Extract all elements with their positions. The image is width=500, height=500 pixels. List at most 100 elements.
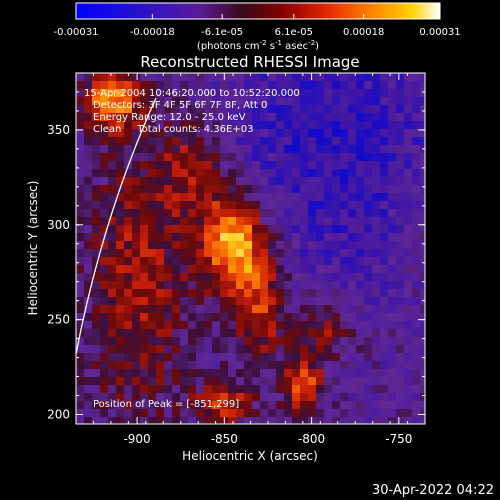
heatmap-cell (180, 401, 189, 410)
heatmap-cell (84, 73, 93, 82)
heatmap-cell (220, 217, 229, 226)
heatmap-cell (140, 337, 149, 346)
heatmap-cell (324, 417, 333, 424)
heatmap-cell (180, 161, 189, 170)
heatmap-cell (116, 121, 125, 130)
heatmap-cell (292, 305, 301, 314)
heatmap-cell (100, 177, 109, 186)
heatmap-cell (316, 401, 325, 410)
heatmap-cell (260, 337, 269, 346)
heatmap-cell (348, 185, 357, 194)
heatmap-cell (204, 105, 213, 114)
heatmap-cell (100, 185, 109, 194)
heatmap-cell (76, 257, 85, 266)
heatmap-cell (180, 121, 189, 130)
heatmap-cell (268, 89, 277, 98)
heatmap-cell (316, 217, 325, 226)
heatmap-cell (188, 249, 197, 258)
heatmap-cell (276, 81, 285, 90)
heatmap-cell (316, 193, 325, 202)
heatmap-cell (124, 385, 133, 394)
heatmap-cell (108, 201, 117, 210)
heatmap-cell (228, 185, 237, 194)
heatmap-cell (380, 305, 389, 314)
heatmap-cell (212, 161, 221, 170)
heatmap-cell (156, 409, 165, 418)
heatmap-cell (372, 145, 381, 154)
heatmap-cell (124, 241, 133, 250)
heatmap-cell (396, 377, 405, 386)
heatmap-cell (124, 201, 133, 210)
heatmap-cell (156, 393, 165, 402)
heatmap-cell (172, 369, 181, 378)
heatmap-cell (84, 97, 93, 106)
heatmap-cell (220, 225, 229, 234)
heatmap-cell (156, 249, 165, 258)
heatmap-cell (244, 153, 253, 162)
heatmap-cell (196, 233, 205, 242)
heatmap-cell (372, 225, 381, 234)
heatmap-cell (140, 113, 149, 122)
heatmap-cell (116, 153, 125, 162)
heatmap-cell (180, 241, 189, 250)
heatmap-cell (244, 233, 253, 242)
heatmap-cell (404, 145, 413, 154)
heatmap-cell (292, 257, 301, 266)
heatmap-cell (340, 417, 349, 424)
heatmap-cell (412, 265, 421, 274)
heatmap-cell (276, 161, 285, 170)
heatmap-cell (324, 265, 333, 274)
heatmap-cell (380, 329, 389, 338)
heatmap-cell (268, 241, 277, 250)
heatmap-cell (156, 385, 165, 394)
heatmap-cell (372, 305, 381, 314)
heatmap-cell (396, 337, 405, 346)
chart-title: Reconstructed RHESSI Image (140, 53, 359, 71)
heatmap-cell (388, 161, 397, 170)
heatmap-cell (100, 97, 109, 106)
heatmap-cell (188, 169, 197, 178)
heatmap-cell (356, 201, 365, 210)
heatmap-cell (84, 337, 93, 346)
heatmap-cell (172, 185, 181, 194)
heatmap-cell (396, 361, 405, 370)
heatmap-cell (412, 241, 421, 250)
heatmap-cell (108, 233, 117, 242)
heatmap-cell (228, 345, 237, 354)
heatmap-cell (220, 297, 229, 306)
heatmap-cell (356, 121, 365, 130)
heatmap-cell (196, 337, 205, 346)
heatmap-cell (172, 401, 181, 410)
heatmap-cell (188, 129, 197, 138)
heatmap-cell (100, 145, 109, 154)
heatmap-cell (116, 177, 125, 186)
colorbar-units: (photons cm-2 s-1 asec-2) (197, 39, 319, 52)
heatmap-cell (324, 249, 333, 258)
heatmap-cell (84, 209, 93, 218)
heatmap-cell (212, 281, 221, 290)
heatmap-cell (252, 193, 261, 202)
heatmap-cell (92, 385, 101, 394)
heatmap-cell (268, 385, 277, 394)
heatmap-cell (252, 161, 261, 170)
heatmap-cell (276, 393, 285, 402)
x-axis-label: Heliocentric X (arcsec) (182, 449, 318, 463)
heatmap-cell (148, 161, 157, 170)
heatmap-cell (252, 401, 261, 410)
heatmap-cell (148, 417, 157, 424)
heatmap-cell (212, 81, 221, 90)
heatmap-cell (156, 129, 165, 138)
heatmap-cell (268, 209, 277, 218)
heatmap-cell (420, 153, 425, 162)
heatmap-cell (388, 241, 397, 250)
heatmap-cell (92, 89, 101, 98)
heatmap-cell (292, 313, 301, 322)
heatmap-cell (300, 137, 309, 146)
heatmap-cell (188, 201, 197, 210)
heatmap-cell (356, 145, 365, 154)
heatmap-cell (260, 273, 269, 282)
heatmap-cell (188, 209, 197, 218)
heatmap-cell (300, 121, 309, 130)
heatmap-cell (148, 225, 157, 234)
heatmap-cell (156, 145, 165, 154)
